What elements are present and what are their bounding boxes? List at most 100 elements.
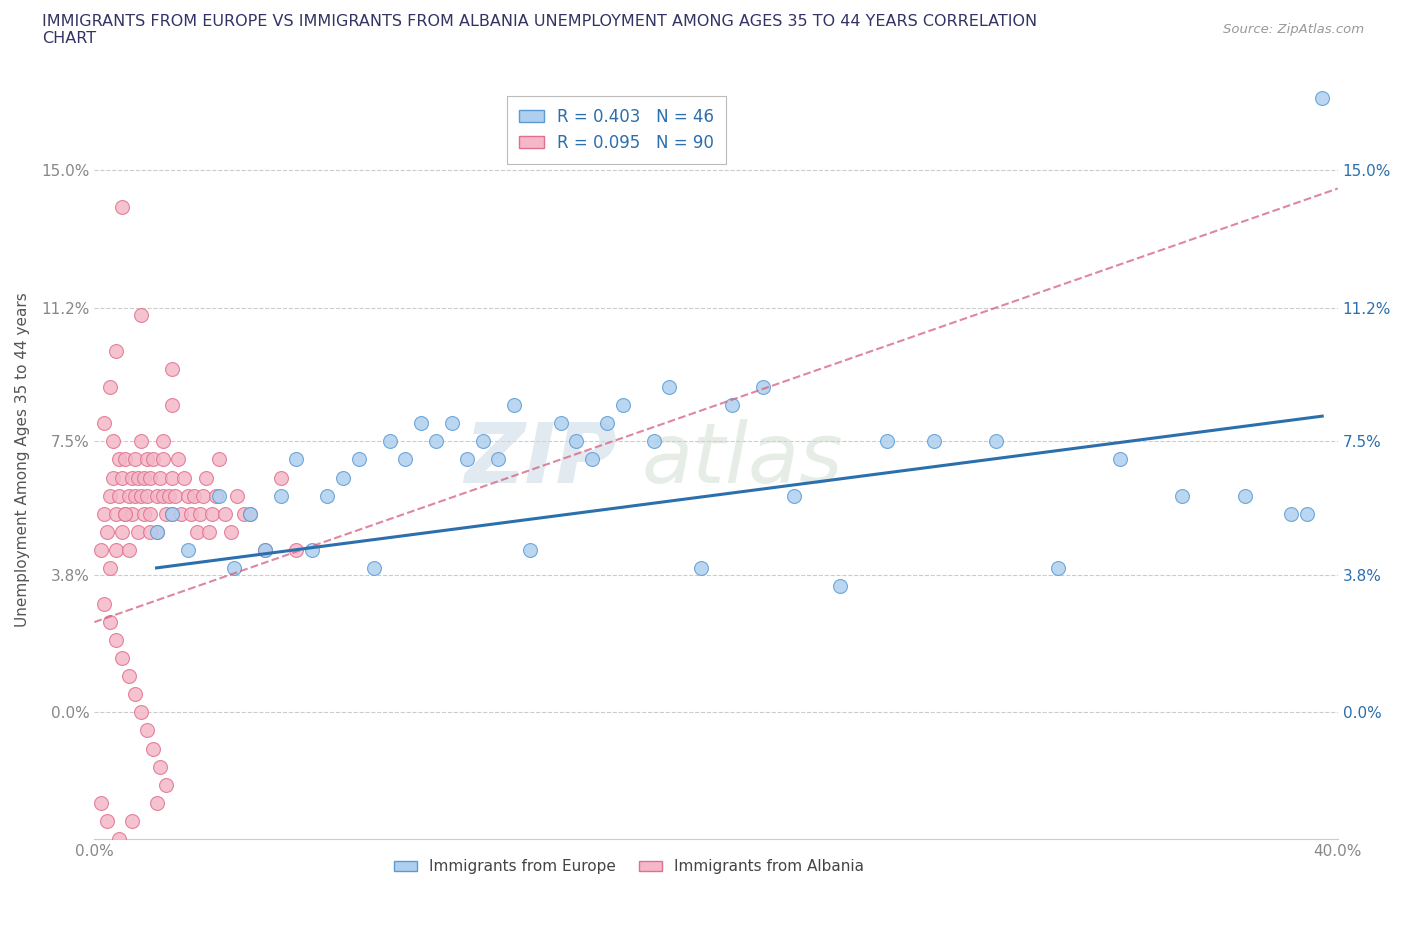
Point bbox=[160, 506, 183, 521]
Point bbox=[157, 488, 180, 503]
Point bbox=[425, 434, 447, 449]
Point bbox=[145, 488, 167, 503]
Point bbox=[155, 777, 177, 792]
Point bbox=[471, 434, 494, 449]
Point bbox=[108, 488, 131, 503]
Point bbox=[208, 488, 231, 503]
Point bbox=[226, 488, 249, 503]
Point bbox=[139, 506, 162, 521]
Point bbox=[201, 506, 224, 521]
Point bbox=[316, 488, 339, 503]
Point bbox=[285, 542, 308, 557]
Point bbox=[363, 561, 385, 576]
Point bbox=[108, 452, 131, 467]
Point bbox=[658, 379, 681, 394]
Point bbox=[93, 506, 115, 521]
Point bbox=[285, 452, 308, 467]
Point bbox=[101, 471, 124, 485]
Point bbox=[121, 471, 143, 485]
Point bbox=[565, 434, 588, 449]
Point bbox=[581, 452, 603, 467]
Point bbox=[394, 452, 416, 467]
Point bbox=[170, 506, 193, 521]
Point bbox=[191, 488, 214, 503]
Point bbox=[98, 488, 121, 503]
Point bbox=[142, 741, 165, 756]
Point bbox=[93, 416, 115, 431]
Point bbox=[751, 379, 773, 394]
Point bbox=[152, 452, 174, 467]
Point bbox=[129, 705, 152, 720]
Point bbox=[129, 434, 152, 449]
Point bbox=[129, 488, 152, 503]
Point bbox=[101, 434, 124, 449]
Point bbox=[114, 506, 136, 521]
Point bbox=[239, 506, 262, 521]
Point bbox=[876, 434, 898, 449]
Point bbox=[98, 561, 121, 576]
Point bbox=[105, 344, 128, 359]
Point bbox=[160, 398, 183, 413]
Point bbox=[149, 759, 172, 774]
Point bbox=[830, 578, 852, 593]
Point bbox=[409, 416, 432, 431]
Point bbox=[93, 596, 115, 611]
Point bbox=[145, 795, 167, 810]
Point bbox=[239, 506, 262, 521]
Point bbox=[173, 471, 195, 485]
Point bbox=[1109, 452, 1132, 467]
Point bbox=[720, 398, 742, 413]
Text: Source: ZipAtlas.com: Source: ZipAtlas.com bbox=[1223, 23, 1364, 36]
Point bbox=[440, 416, 463, 431]
Point bbox=[332, 471, 354, 485]
Text: ZIP: ZIP bbox=[464, 419, 617, 500]
Point bbox=[922, 434, 945, 449]
Point bbox=[105, 542, 128, 557]
Point bbox=[108, 831, 131, 846]
Point bbox=[186, 525, 208, 539]
Point bbox=[176, 542, 198, 557]
Point bbox=[378, 434, 401, 449]
Point bbox=[1279, 506, 1302, 521]
Point bbox=[111, 471, 134, 485]
Point bbox=[783, 488, 806, 503]
Point bbox=[145, 525, 167, 539]
Point bbox=[176, 488, 198, 503]
Text: IMMIGRANTS FROM EUROPE VS IMMIGRANTS FROM ALBANIA UNEMPLOYMENT AMONG AGES 35 TO : IMMIGRANTS FROM EUROPE VS IMMIGRANTS FRO… bbox=[42, 14, 1038, 46]
Point bbox=[984, 434, 1007, 449]
Point bbox=[188, 506, 211, 521]
Point bbox=[145, 525, 167, 539]
Point bbox=[139, 471, 162, 485]
Point bbox=[224, 561, 246, 576]
Point bbox=[149, 471, 172, 485]
Point bbox=[136, 488, 159, 503]
Point bbox=[456, 452, 478, 467]
Point bbox=[121, 814, 143, 829]
Point bbox=[136, 452, 159, 467]
Point bbox=[1046, 561, 1069, 576]
Point bbox=[167, 452, 190, 467]
Point bbox=[254, 542, 277, 557]
Point bbox=[195, 471, 218, 485]
Point bbox=[111, 199, 134, 214]
Point bbox=[129, 308, 152, 323]
Point bbox=[214, 506, 236, 521]
Point bbox=[1171, 488, 1194, 503]
Point bbox=[198, 525, 221, 539]
Point bbox=[519, 542, 541, 557]
Text: atlas: atlas bbox=[641, 419, 844, 500]
Point bbox=[114, 506, 136, 521]
Point bbox=[90, 795, 112, 810]
Point bbox=[160, 506, 183, 521]
Point bbox=[254, 542, 277, 557]
Point bbox=[136, 723, 159, 737]
Y-axis label: Unemployment Among Ages 35 to 44 years: Unemployment Among Ages 35 to 44 years bbox=[15, 292, 30, 627]
Point bbox=[90, 542, 112, 557]
Point bbox=[1310, 91, 1333, 106]
Point bbox=[1233, 488, 1256, 503]
Point bbox=[111, 651, 134, 666]
Point bbox=[152, 434, 174, 449]
Point bbox=[105, 632, 128, 647]
Point bbox=[180, 506, 202, 521]
Point bbox=[1295, 506, 1317, 521]
